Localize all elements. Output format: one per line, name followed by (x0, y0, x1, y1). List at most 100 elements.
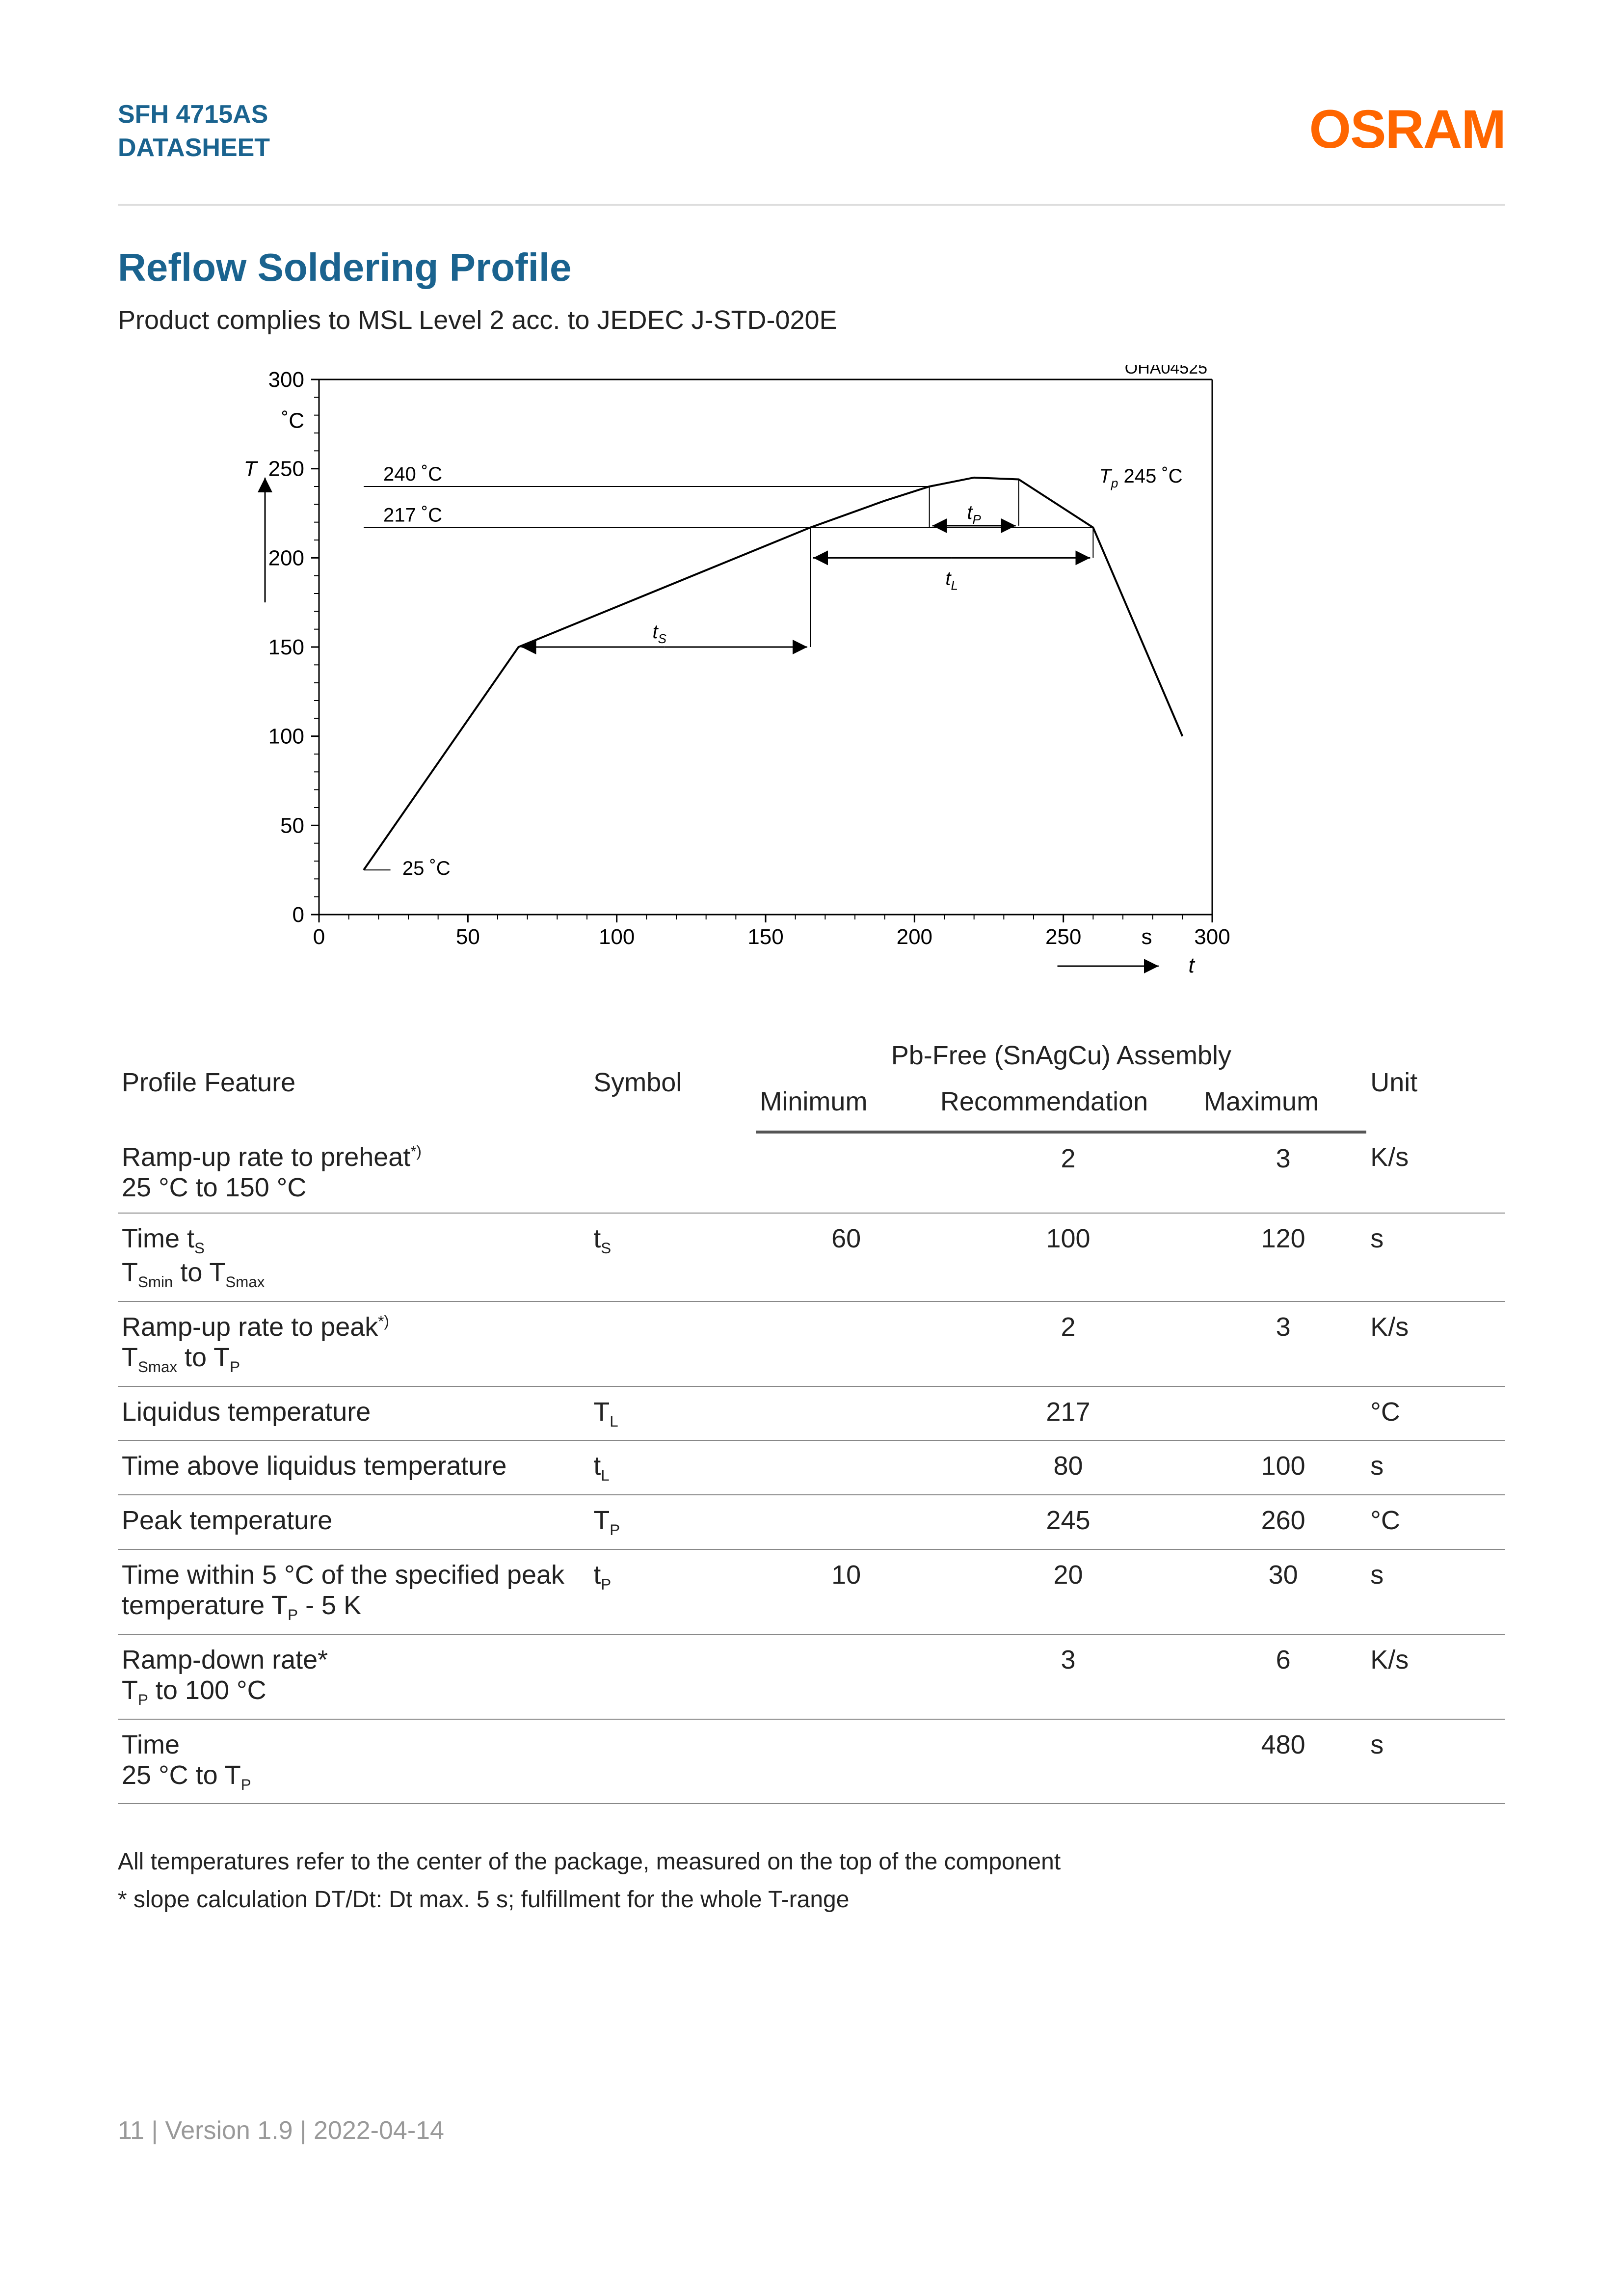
svg-text:100: 100 (268, 725, 304, 749)
cell-unit: °C (1366, 1495, 1505, 1549)
cell-feature: Ramp-down rate*TP to 100 °C (118, 1634, 589, 1719)
hdr-feature: Profile Feature (118, 1032, 589, 1132)
hdr-max: Maximum (1200, 1079, 1366, 1132)
svg-text:tL: tL (945, 568, 958, 593)
cell-rec: 245 (936, 1495, 1200, 1549)
cell-symbol: tS (589, 1213, 756, 1301)
cell-feature: Time tSTSmin to TSmax (118, 1213, 589, 1301)
footnote-1: All temperatures refer to the center of … (118, 1843, 1505, 1881)
svg-text:tP: tP (967, 502, 981, 527)
cell-unit: s (1366, 1719, 1505, 1804)
cell-feature: Ramp-up rate to peak*)TSmax to TP (118, 1301, 589, 1386)
hdr-min: Minimum (756, 1079, 936, 1132)
svg-text:200: 200 (897, 925, 932, 949)
cell-unit: s (1366, 1440, 1505, 1495)
cell-rec: 80 (936, 1440, 1200, 1495)
cell-feature: Time within 5 °C of the specified peakte… (118, 1549, 589, 1634)
cell-rec: 2 (936, 1132, 1200, 1213)
cell-max: 3 (1200, 1132, 1366, 1213)
cell-max: 30 (1200, 1549, 1366, 1634)
cell-symbol (589, 1634, 756, 1719)
cell-feature: Liquidus temperature (118, 1386, 589, 1441)
cell-feature: Ramp-up rate to preheat*)25 °C to 150 °C (118, 1132, 589, 1213)
svg-text:t: t (1188, 953, 1195, 977)
cell-rec: 2 (936, 1301, 1200, 1386)
svg-text:150: 150 (747, 925, 783, 949)
page-footer: 11 | Version 1.9 | 2022-04-14 (118, 2116, 444, 2145)
svg-text:OHA04525: OHA04525 (1125, 365, 1207, 378)
osram-logo: OSRAM (1309, 98, 1505, 161)
svg-text:˚C: ˚C (282, 409, 304, 433)
section-title: Reflow Soldering Profile (118, 245, 1505, 290)
cell-symbol: tP (589, 1549, 756, 1634)
cell-symbol: TP (589, 1495, 756, 1549)
cell-unit: s (1366, 1549, 1505, 1634)
cell-rec: 100 (936, 1213, 1200, 1301)
table-row: Time25 °C to TP480s (118, 1719, 1505, 1804)
table-row: Liquidus temperatureTL 217 °C (118, 1386, 1505, 1441)
doc-type: DATASHEET (118, 132, 270, 165)
table-body: Ramp-up rate to preheat*)25 °C to 150 °C… (118, 1132, 1505, 1804)
hdr-rec: Recommendation (936, 1079, 1200, 1132)
cell-max (1200, 1386, 1366, 1441)
cell-feature: Peak temperature (118, 1495, 589, 1549)
table-row: Time within 5 °C of the specified peakte… (118, 1549, 1505, 1634)
cell-max: 3 (1200, 1301, 1366, 1386)
cell-min (756, 1132, 936, 1213)
svg-text:0: 0 (293, 903, 304, 927)
cell-feature: Time above liquidus temperature (118, 1440, 589, 1495)
table-row: Ramp-up rate to peak*)TSmax to TP 23K/s (118, 1301, 1505, 1386)
svg-text:100: 100 (599, 925, 635, 949)
profile-table: Profile Feature Symbol Pb-Free (SnAgCu) … (118, 1032, 1505, 1804)
cell-symbol (589, 1132, 756, 1213)
cell-symbol: tL (589, 1440, 756, 1495)
footnote-2: * slope calculation DT/Dt: Dt max. 5 s; … (118, 1881, 1505, 1919)
svg-text:s: s (1142, 925, 1152, 949)
cell-min (756, 1495, 936, 1549)
svg-text:0: 0 (313, 925, 325, 949)
cell-unit: K/s (1366, 1301, 1505, 1386)
footer-version: Version 1.9 (165, 2116, 293, 2145)
cell-unit: K/s (1366, 1634, 1505, 1719)
footer-date: 2022-04-14 (314, 2116, 444, 2145)
footnotes: All temperatures refer to the center of … (118, 1843, 1505, 1919)
svg-text:200: 200 (268, 546, 304, 570)
svg-text:50: 50 (280, 814, 304, 838)
cell-min: 10 (756, 1549, 936, 1634)
table-head: Profile Feature Symbol Pb-Free (SnAgCu) … (118, 1032, 1505, 1132)
cell-max: 6 (1200, 1634, 1366, 1719)
svg-text:300: 300 (268, 368, 304, 392)
section-subtitle: Product complies to MSL Level 2 acc. to … (118, 305, 1505, 335)
svg-text:250: 250 (268, 457, 304, 481)
table-row: Time above liquidus temperaturetL 80100s (118, 1440, 1505, 1495)
cell-symbol (589, 1301, 756, 1386)
svg-text:300: 300 (1194, 925, 1230, 949)
cell-min (756, 1301, 936, 1386)
header-left: SFH 4715AS DATASHEET (118, 98, 270, 164)
svg-text:50: 50 (456, 925, 480, 949)
table-row: Ramp-up rate to preheat*)25 °C to 150 °C… (118, 1132, 1505, 1213)
cell-max: 480 (1200, 1719, 1366, 1804)
cell-min (756, 1440, 936, 1495)
cell-min (756, 1634, 936, 1719)
cell-rec: 217 (936, 1386, 1200, 1441)
page-header: SFH 4715AS DATASHEET OSRAM (118, 98, 1505, 206)
cell-min: 60 (756, 1213, 936, 1301)
svg-text:25 ˚C: 25 ˚C (402, 858, 451, 879)
cell-rec (936, 1719, 1200, 1804)
table-row: Ramp-down rate*TP to 100 °C 36K/s (118, 1634, 1505, 1719)
cell-rec: 3 (936, 1634, 1200, 1719)
table-row: Peak temperatureTP245260°C (118, 1495, 1505, 1549)
product-name: SFH 4715AS (118, 98, 270, 132)
reflow-profile-svg: 050100150200250s300050100150200250300˚CT… (245, 365, 1251, 993)
cell-symbol: TL (589, 1386, 756, 1441)
table-row: Time tSTSmin to TSmaxtS60100120s (118, 1213, 1505, 1301)
cell-min (756, 1719, 936, 1804)
cell-rec: 20 (936, 1549, 1200, 1634)
svg-text:150: 150 (268, 635, 304, 659)
cell-unit: °C (1366, 1386, 1505, 1441)
cell-max: 100 (1200, 1440, 1366, 1495)
svg-text:217 ˚C: 217 ˚C (383, 505, 442, 526)
hdr-unit: Unit (1366, 1032, 1505, 1132)
svg-text:250: 250 (1045, 925, 1081, 949)
